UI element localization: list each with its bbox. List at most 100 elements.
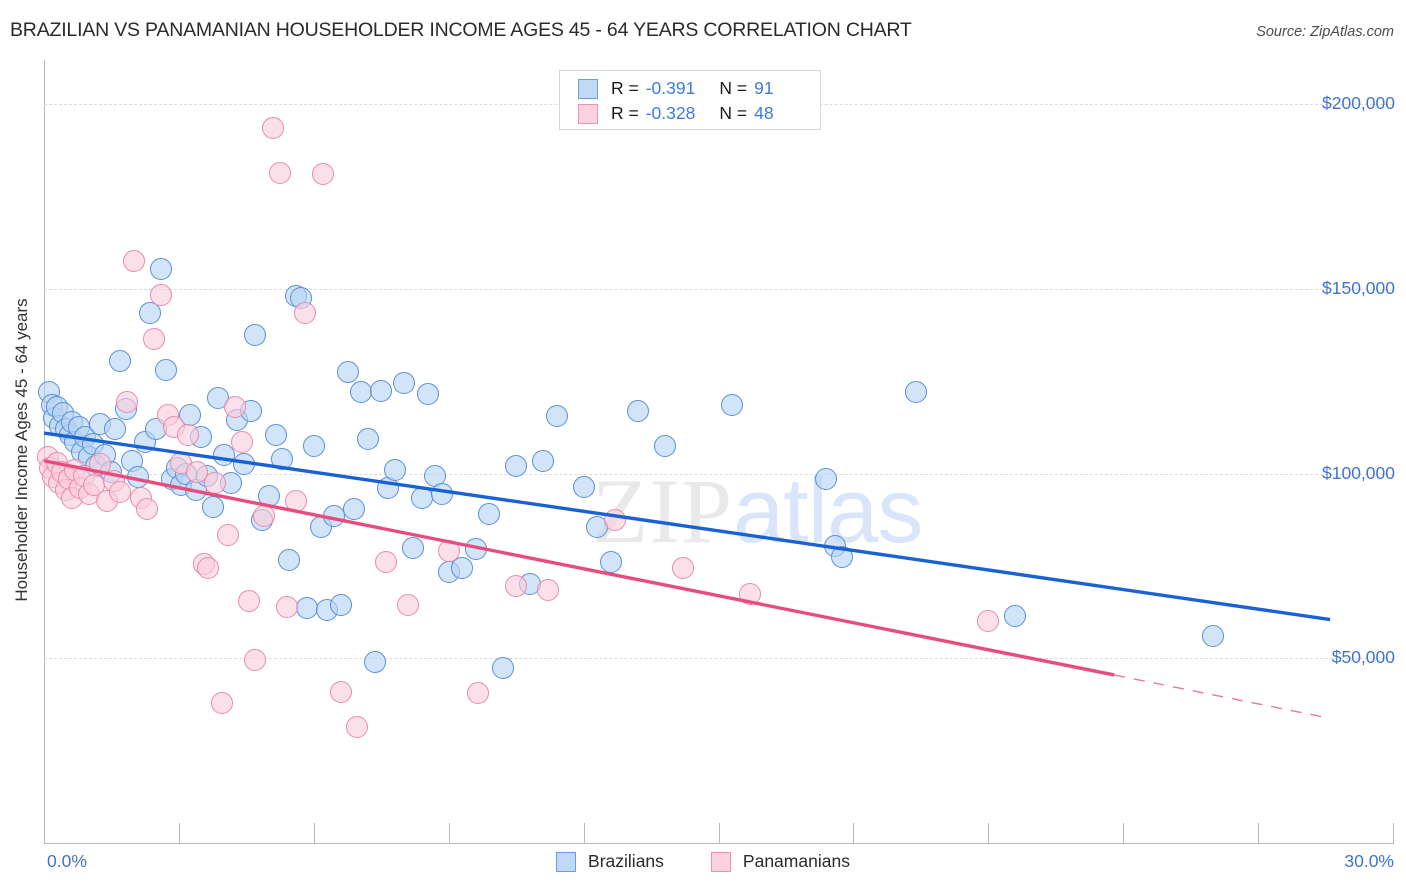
scatter-point [738, 582, 761, 605]
scatter-point [323, 505, 346, 528]
scatter-point [374, 551, 397, 574]
correlation-row: R = -0.328 N = 48 [578, 101, 820, 126]
scatter-point [244, 649, 267, 672]
y-axis-tick-label: $200,000 [1322, 93, 1395, 114]
scatter-point [397, 593, 420, 616]
scatter-point [127, 466, 150, 489]
scatter-point [536, 579, 559, 601]
scatter-point [417, 383, 440, 406]
scatter-point [329, 593, 352, 616]
scatter-point [262, 117, 285, 140]
n-value: 91 [754, 78, 774, 98]
scatter-point [572, 475, 595, 498]
y-axis-tick-label: $50,000 [1331, 647, 1395, 668]
y-axis-title: Householder Income Ages 45 - 64 years [12, 298, 31, 602]
scatter-point [653, 434, 676, 457]
plot-area: ZIPatlas [36, 60, 1393, 843]
scatter-point [237, 590, 260, 613]
scatter-point [336, 361, 359, 384]
scatter-point [401, 536, 424, 559]
correlation-legend: R = -0.391 N = 91 R = -0.328 N = 48 [559, 70, 821, 130]
scatter-point [217, 523, 240, 546]
x-axis-tick [448, 823, 450, 843]
scatter-point [626, 399, 649, 422]
scatter-point [430, 482, 453, 505]
scatter-point [275, 595, 298, 618]
scatter-point [104, 418, 127, 441]
r-value: -0.391 [645, 78, 696, 98]
x-axis-tick [853, 823, 855, 843]
scatter-point [977, 610, 1000, 633]
x-axis-tick [178, 823, 180, 843]
scatter-point [466, 682, 489, 705]
series-swatch-icon [556, 851, 577, 872]
scatter-point [269, 161, 292, 184]
scatter-point [149, 283, 172, 306]
scatter-point [296, 597, 319, 620]
series-swatch-icon [710, 851, 731, 872]
scatter-point [224, 396, 247, 419]
scatter-point [293, 301, 316, 324]
scatter-point [1202, 625, 1225, 648]
scatter-point [604, 508, 627, 531]
scatter-point [329, 680, 352, 703]
series-legend-item-panamanians[interactable]: Panamanians [710, 851, 850, 872]
y-axis-tick-label: $150,000 [1322, 277, 1395, 298]
n-label: N = [719, 103, 748, 123]
scatter-point [720, 394, 743, 417]
gridline [44, 288, 1393, 290]
scatter-point [155, 359, 178, 382]
scatter-point [815, 468, 838, 491]
scatter-point [302, 434, 325, 457]
r-label: R = [611, 78, 639, 98]
scatter-point [136, 497, 159, 520]
scatter-point [350, 381, 372, 404]
scatter-point [138, 301, 161, 324]
x-axis-line [44, 843, 1394, 844]
scatter-point [284, 490, 307, 513]
n-label: N = [719, 78, 748, 98]
x-axis-max-label: 30.0% [1344, 851, 1394, 871]
scatter-point [149, 257, 172, 280]
scatter-point [545, 405, 568, 428]
scatter-point [264, 423, 287, 446]
scatter-point [122, 250, 145, 273]
series-legend-label: Brazilians [588, 851, 664, 871]
trend-line-extension-panamanians [1114, 674, 1326, 719]
scatter-point [203, 471, 226, 494]
scatter-point [437, 540, 460, 563]
x-axis-min-label: 0.0% [47, 851, 87, 871]
scatter-point [356, 427, 379, 450]
scatter-point [109, 481, 132, 504]
scatter-point [201, 495, 224, 518]
n-value: 48 [754, 103, 774, 123]
scatter-point [311, 163, 334, 186]
r-value: -0.328 [645, 103, 696, 123]
scatter-point [257, 484, 280, 507]
correlation-row: R = -0.391 N = 91 [578, 76, 820, 101]
scatter-point [831, 545, 854, 568]
series-legend-item-brazilians[interactable]: Brazilians [556, 851, 664, 872]
scatter-point [345, 715, 368, 738]
scatter-point [230, 431, 253, 454]
x-axis-tick [718, 823, 720, 843]
scatter-point [343, 497, 366, 520]
scatter-point [464, 538, 487, 561]
scatter-point [271, 447, 294, 470]
y-axis-tick-label: $100,000 [1322, 462, 1395, 483]
x-axis-tick [1393, 823, 1394, 843]
legend-swatch-icon [578, 78, 598, 99]
scatter-point [905, 381, 928, 404]
x-axis-tick [1123, 823, 1125, 843]
scatter-point [1004, 604, 1027, 627]
scatter-point [116, 390, 139, 413]
scatter-point [197, 556, 220, 579]
scatter-point [671, 556, 694, 579]
series-legend: Brazilians Panamanians [0, 851, 1406, 872]
scatter-point [363, 651, 386, 674]
scatter-point [244, 324, 267, 347]
scatter-point [210, 691, 233, 714]
scatter-point [491, 656, 514, 679]
scatter-point [383, 458, 406, 481]
